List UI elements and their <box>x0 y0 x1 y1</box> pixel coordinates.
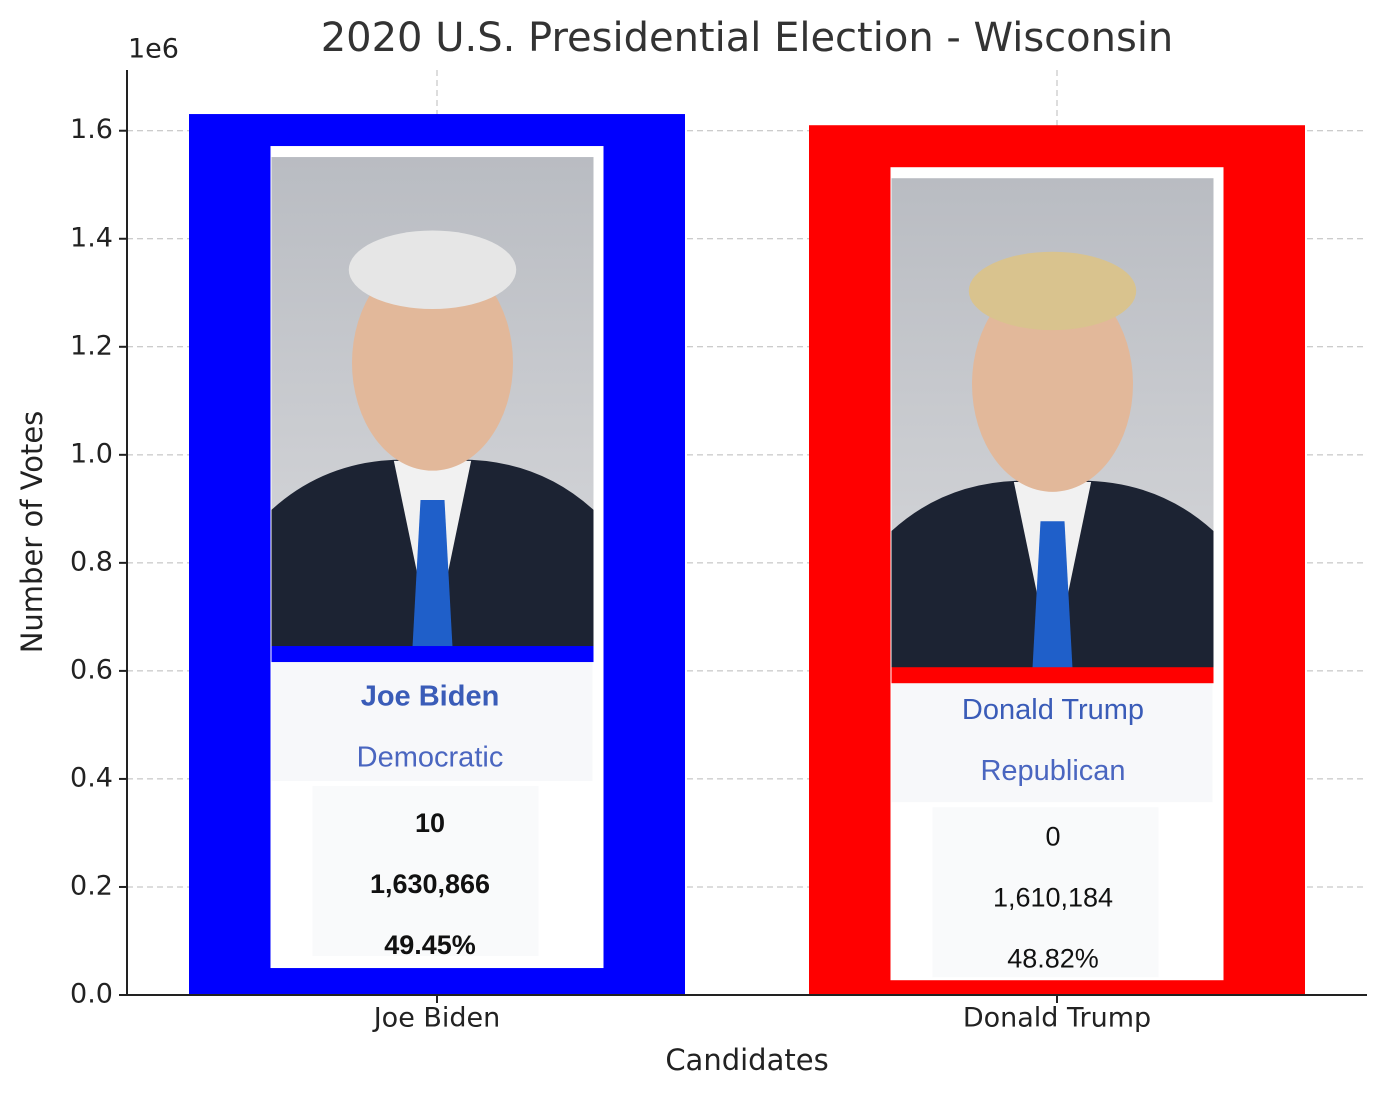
y-tick-label: 0.0 <box>70 979 113 1010</box>
photo-tie <box>1032 521 1073 669</box>
y-tick-label: 1.6 <box>70 114 113 145</box>
y-tick-label: 0.8 <box>70 546 113 577</box>
y-axis-label: Number of Votes <box>15 411 49 654</box>
y-tick-label: 0.6 <box>70 654 113 685</box>
y-tick-label: 1.2 <box>70 330 113 361</box>
card-electoral-votes: 10 <box>415 808 445 838</box>
party-stripe <box>271 646 594 663</box>
photo-face <box>972 276 1133 492</box>
card-electoral-votes: 0 <box>1045 821 1060 851</box>
party-stripe <box>891 667 1214 684</box>
card-votes: 1,630,866 <box>370 869 490 899</box>
y-tick-label: 0.2 <box>70 870 113 901</box>
card-stats-panel <box>932 807 1159 978</box>
x-axis-label: Candidates <box>665 1043 828 1077</box>
offset-label: 1e6 <box>128 34 179 65</box>
y-tick-label: 1.0 <box>70 438 113 469</box>
photo-face <box>352 255 513 471</box>
bars: Joe Biden Democratic 10 1,630,866 49.45% Dona… <box>189 114 1305 995</box>
y-tick-label: 0.4 <box>70 762 113 793</box>
photo-tie <box>412 500 453 648</box>
x-tick-label: Donald Trump <box>963 1003 1151 1034</box>
card-votes: 1,610,184 <box>993 882 1113 912</box>
card-name: Donald Trump <box>962 694 1144 726</box>
candidate-card: Donald Trump Republican 0 1,610,184 48.82% <box>890 167 1224 981</box>
card-percent: 48.82% <box>1007 943 1099 973</box>
x-tick-label: Joe Biden <box>372 1003 501 1034</box>
photo-hair <box>968 251 1137 331</box>
card-panel <box>271 651 593 782</box>
card-name: Joe Biden <box>361 681 500 713</box>
candidate-card: Joe Biden Democratic 10 1,630,866 49.45% <box>270 146 604 969</box>
card-party: Democratic <box>357 742 504 774</box>
chart-title: 2020 U.S. Presidential Election - Wiscon… <box>321 15 1174 61</box>
card-stats-panel <box>312 786 539 957</box>
card-party: Republican <box>980 755 1125 787</box>
card-percent: 49.45% <box>384 930 476 960</box>
y-tick-label: 1.4 <box>70 222 113 253</box>
photo-hair <box>348 230 517 309</box>
card-panel <box>891 672 1213 803</box>
